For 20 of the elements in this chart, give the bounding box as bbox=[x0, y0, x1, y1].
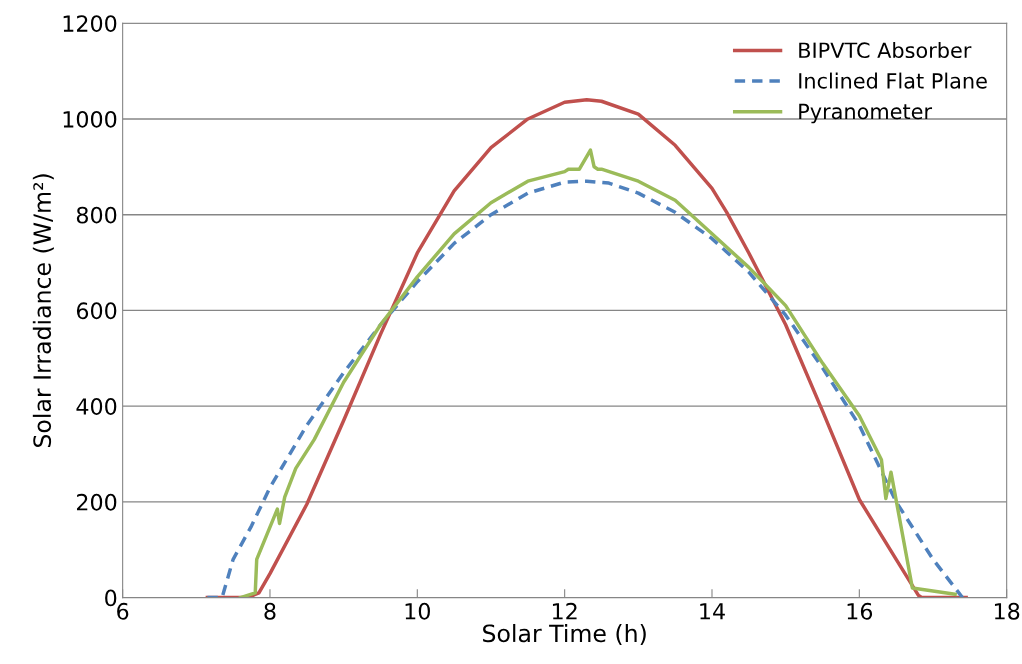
legend-label: BIPVTC Absorber bbox=[799, 41, 972, 59]
x-tick-label: 10 bbox=[405, 602, 430, 620]
x-tick-label: 6 bbox=[117, 602, 129, 620]
y-tick-label: 200 bbox=[76, 493, 117, 511]
y-tick-label: 800 bbox=[76, 206, 117, 224]
x-axis-title: Solar Time (h) bbox=[483, 623, 646, 646]
x-tick-label: 12 bbox=[552, 602, 577, 620]
x-tick-label: 16 bbox=[847, 602, 873, 620]
y-tick-label: 1000 bbox=[63, 110, 117, 128]
x-tick-label: 18 bbox=[994, 602, 1020, 620]
y-axis-title: Solar Irradiance (W/m²) bbox=[32, 174, 54, 448]
x-tick-label: 14 bbox=[700, 603, 725, 620]
y-tick-label: 0 bbox=[105, 589, 117, 607]
legend-label: Inclined Flat Plane bbox=[799, 72, 987, 89]
y-tick-label: 400 bbox=[76, 398, 117, 415]
line-series bbox=[205, 98, 968, 598]
y-tick-label: 600 bbox=[76, 302, 117, 320]
y-tick-label: 1200 bbox=[63, 15, 117, 32]
x-tick-label: 8 bbox=[264, 602, 276, 620]
legend-label: Pyranometer bbox=[799, 103, 933, 124]
